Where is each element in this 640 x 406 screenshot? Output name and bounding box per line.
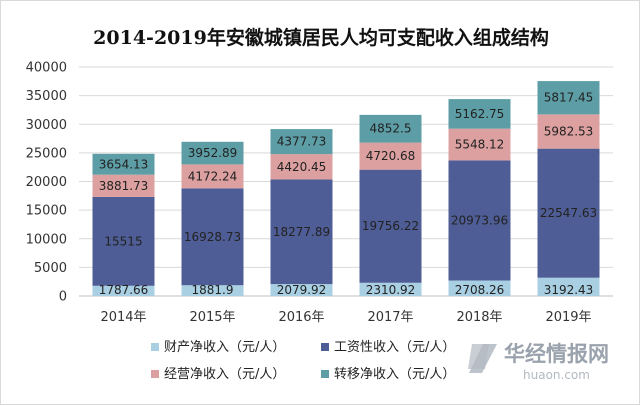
bar-segment — [270, 129, 333, 155]
bar-segment — [448, 128, 511, 161]
bar-segment — [537, 81, 600, 115]
bars — [92, 81, 600, 296]
data-label: 1881.9 — [192, 283, 234, 297]
data-label: 4172.24 — [188, 169, 238, 183]
bar-segment — [537, 277, 600, 296]
y-tick-label: 15000 — [26, 204, 67, 219]
bar-segment — [181, 188, 244, 286]
bar-segment — [359, 169, 422, 283]
legend-label: 转移净收入（元/人） — [334, 367, 455, 382]
y-tick-label: 25000 — [26, 146, 67, 161]
data-label: 2310.92 — [366, 283, 416, 297]
watermark-url: huaon.com — [523, 368, 590, 382]
y-tick-label: 5000 — [34, 261, 67, 276]
data-label: 1787.66 — [99, 283, 149, 297]
bar-segment — [359, 282, 422, 296]
legend-label: 财产净收入（元/人） — [164, 340, 285, 355]
data-label: 5548.12 — [455, 138, 505, 152]
x-tick-label: 2016年 — [278, 310, 324, 325]
x-tick-label: 2018年 — [456, 310, 502, 325]
watermark-name: 华经情报网 — [504, 342, 609, 366]
legend-label: 经营净收入（元/人） — [164, 367, 285, 382]
data-labels: 1787.66 15515 3881.73 3654.13 1881.9 16928.73… — [99, 91, 597, 297]
y-tick-label: 35000 — [26, 89, 67, 104]
legend-label: 工资性收入（元/人） — [334, 340, 455, 355]
x-tick-label: 2014年 — [100, 310, 146, 325]
bar-segment — [181, 285, 244, 296]
bar-segment — [92, 174, 155, 197]
bar-segment — [92, 196, 155, 286]
data-label: 22547.63 — [540, 206, 597, 220]
x-tick-label: 2017年 — [367, 310, 413, 325]
bar-segment — [537, 114, 600, 149]
watermark-logo: 华经情报网 huaon.com — [468, 342, 609, 382]
bar-segment — [448, 280, 511, 296]
y-axis: 0 5000 10000 15000 20000 25000 30000 35000 40000 — [26, 61, 67, 305]
y-tick-label: 10000 — [26, 232, 67, 247]
x-tick-label: 2019年 — [545, 310, 591, 325]
data-label: 4852.5 — [370, 122, 412, 136]
data-label: 3654.13 — [99, 157, 149, 171]
bar-segment — [270, 284, 333, 296]
data-label: 2079.92 — [277, 283, 327, 297]
data-label: 5982.53 — [544, 125, 594, 139]
bar-segment — [181, 141, 244, 165]
data-label: 3881.73 — [99, 179, 149, 193]
data-label: 19756.22 — [362, 219, 419, 233]
bar-segment — [359, 114, 422, 143]
bar-segment — [92, 285, 155, 296]
data-label: 18277.89 — [273, 225, 330, 239]
x-axis: 2014年 2015年 2016年 2017年 2018年 2019年 — [100, 310, 591, 325]
bar-segment — [537, 148, 600, 278]
data-label: 20973.96 — [451, 213, 508, 227]
y-tick-label: 0 — [59, 290, 67, 305]
bar-segment — [359, 142, 422, 170]
data-label: 15515 — [104, 234, 142, 248]
chart-title: 2014-2019年安徽城镇居民人均可支配收入组成结构 — [93, 27, 549, 49]
bar-segment — [270, 179, 333, 285]
legend-swatch — [151, 343, 159, 351]
data-label: 4420.45 — [277, 160, 327, 174]
data-label: 16928.73 — [184, 230, 241, 244]
huaon-logo-icon — [468, 344, 497, 373]
data-label: 4377.73 — [277, 135, 327, 149]
data-label: 3952.89 — [188, 146, 238, 160]
bar-segment — [270, 154, 333, 180]
bar-segment — [448, 99, 511, 129]
legend-swatch — [321, 370, 329, 378]
data-label: 5162.75 — [455, 107, 505, 121]
data-label: 3192.43 — [544, 283, 594, 297]
bar-segment — [448, 160, 511, 281]
data-label: 4720.68 — [366, 149, 416, 163]
data-label: 2708.26 — [455, 283, 505, 297]
bar-segment — [181, 164, 244, 189]
gridlines — [79, 66, 613, 297]
bar-segment — [92, 153, 155, 175]
legend-swatch — [151, 370, 159, 378]
legend: 财产净收入（元/人） 工资性收入（元/人） 经营净收入（元/人） 转移净收入（元/人） — [151, 340, 455, 382]
y-tick-label: 20000 — [26, 175, 67, 190]
legend-swatch — [321, 343, 329, 351]
y-tick-label: 30000 — [26, 118, 67, 133]
data-label: 5817.45 — [544, 91, 594, 105]
x-tick-label: 2015年 — [189, 310, 235, 325]
y-tick-label: 40000 — [26, 61, 67, 76]
logo-shape — [469, 344, 497, 373]
